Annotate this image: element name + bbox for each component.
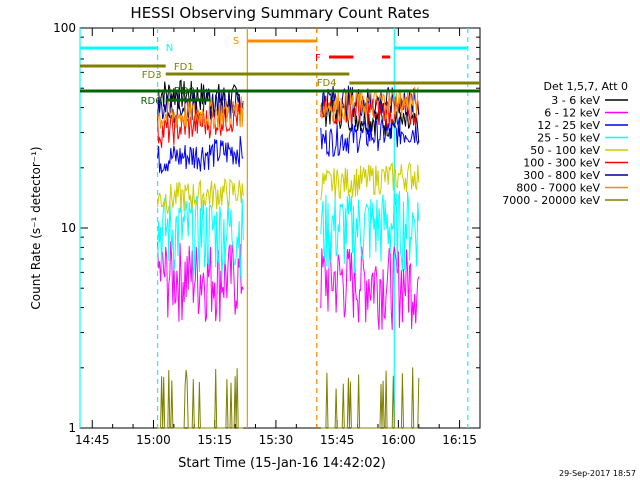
axes: 14:45 15:00 15:15 15:30 15:45 16:00 16:15 1 10 10… xyxy=(53,21,481,447)
footer-date: 29-Sep-2017 18:57 xyxy=(559,469,636,478)
y-tick-label: 100 xyxy=(53,21,76,35)
x-tick-label: 15:15 xyxy=(197,433,232,447)
series-line-segment xyxy=(157,195,244,280)
y-tick-label: 1 xyxy=(68,421,76,435)
legend-label: 3 - 6 keV xyxy=(551,94,600,107)
legend-title: Det 1,5,7, Att 0 xyxy=(544,80,628,93)
rd6-flag-label: RD6 xyxy=(141,96,162,107)
legend-label: 7000 - 20000 keV xyxy=(502,194,600,207)
series-line-segment xyxy=(157,101,244,148)
event-lines xyxy=(79,28,469,428)
series-line-segment xyxy=(157,136,244,175)
x-tick-label: 15:45 xyxy=(320,433,355,447)
fd1-flag-label: FD1 xyxy=(174,62,194,73)
legend-label: 6 - 12 keV xyxy=(544,107,600,120)
series-line-segment xyxy=(157,177,244,214)
series-7000-20000keV xyxy=(157,367,420,429)
chart-title: HESSI Observing Summary Count Rates xyxy=(130,4,429,22)
series-line-segment xyxy=(320,161,420,201)
flag-layer: N S F FD1 FD3 FD4 RD0 RD6 xyxy=(80,36,480,107)
x-tick-label: 15:30 xyxy=(259,433,294,447)
night-flag-label: N xyxy=(166,43,173,54)
series-line-segment xyxy=(320,117,420,157)
x-axis-label: Start Time (15-Jan-16 14:42:02) xyxy=(178,456,386,471)
fd4-flag-label: FD4 xyxy=(317,78,337,89)
fd3-flag-label: FD3 xyxy=(142,70,162,81)
y-tick-label: 10 xyxy=(61,221,76,235)
series-25-50keV xyxy=(157,190,420,280)
data-layer xyxy=(157,79,420,429)
series-line-segment xyxy=(320,190,420,273)
series-6-12keV xyxy=(157,240,420,331)
saa-flag-label: S xyxy=(233,36,239,47)
flare-flag-label: F xyxy=(315,53,321,64)
series-line-segment xyxy=(320,246,420,331)
series-12-25keV xyxy=(157,117,420,175)
x-tick-label: 16:00 xyxy=(381,433,416,447)
rd0-flag-label: RD0 xyxy=(174,86,195,97)
series-line-segment xyxy=(157,240,244,322)
series-line-segment xyxy=(320,367,420,429)
series-50-100keV xyxy=(157,161,420,214)
y-axis-label: Count Rate (s⁻¹ detector⁻¹) xyxy=(29,146,43,309)
x-tick-label: 15:00 xyxy=(136,433,171,447)
legend-label: 300 - 800 keV xyxy=(523,169,600,182)
series-line-segment xyxy=(157,96,244,129)
legend-label: 800 - 7000 keV xyxy=(516,182,600,195)
series-line-segment xyxy=(157,368,244,429)
legend-label: 50 - 100 keV xyxy=(530,144,600,157)
legend-label: 25 - 50 keV xyxy=(537,132,600,145)
legend-label: 12 - 25 keV xyxy=(537,119,600,132)
legend-label: 100 - 300 keV xyxy=(523,157,600,170)
x-tick-label: 14:45 xyxy=(75,433,110,447)
x-tick-label: 16:15 xyxy=(442,433,477,447)
